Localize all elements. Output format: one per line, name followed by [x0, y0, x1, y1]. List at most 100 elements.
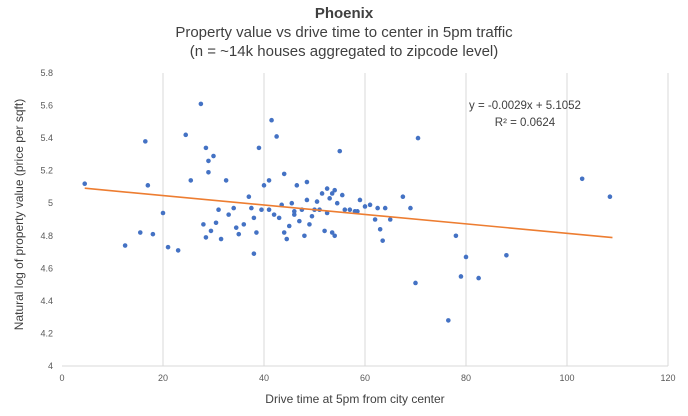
- data-point: [355, 209, 360, 214]
- y-axis-label: Natural log of property value (price per…: [12, 99, 26, 330]
- data-point: [367, 202, 373, 208]
- data-point: [332, 233, 338, 239]
- gridlines: [162, 73, 669, 366]
- data-point: [400, 194, 406, 200]
- data-point: [463, 254, 469, 260]
- data-point: [213, 220, 219, 226]
- data-points: [82, 101, 613, 323]
- data-point: [261, 183, 267, 188]
- chart-subtitle-line-1: Property value vs drive time to center i…: [175, 24, 513, 41]
- data-point: [241, 222, 247, 227]
- data-point: [579, 176, 585, 182]
- data-point: [218, 236, 224, 242]
- data-point: [256, 145, 262, 151]
- x-tick-label: 40: [259, 373, 269, 383]
- data-point: [251, 251, 257, 256]
- data-point: [458, 274, 464, 279]
- data-point: [332, 187, 338, 193]
- x-tick-label: 100: [559, 373, 574, 383]
- data-point: [329, 230, 335, 235]
- data-point: [322, 228, 327, 234]
- x-tick-label: 0: [59, 373, 64, 383]
- y-tick-label: 5: [48, 198, 53, 208]
- y-tick-label: 4.6: [40, 263, 53, 273]
- x-tick-labels: 0 20 40 60 80 100 120: [59, 373, 675, 383]
- data-point: [226, 212, 231, 217]
- data-point: [294, 183, 300, 188]
- data-point: [307, 222, 312, 227]
- data-point: [476, 275, 481, 281]
- x-tick-label: 80: [461, 373, 471, 383]
- data-point: [314, 199, 320, 204]
- data-point: [150, 231, 156, 237]
- data-point: [183, 132, 189, 138]
- data-point: [329, 191, 335, 196]
- data-point: [292, 209, 297, 214]
- data-point: [165, 244, 171, 250]
- data-point: [271, 212, 277, 217]
- data-point: [236, 231, 242, 237]
- data-point: [347, 207, 353, 213]
- data-point: [387, 217, 393, 222]
- data-point: [302, 233, 307, 239]
- x-tick-label: 20: [158, 373, 168, 383]
- data-point: [324, 210, 330, 216]
- data-point: [249, 205, 254, 211]
- data-point: [274, 134, 279, 139]
- data-point: [206, 158, 211, 164]
- data-point: [251, 215, 257, 221]
- data-point: [327, 196, 332, 201]
- y-tick-label: 4.4: [40, 296, 53, 306]
- data-point: [143, 139, 148, 144]
- data-point: [453, 233, 459, 239]
- data-point: [297, 218, 302, 224]
- data-point: [289, 200, 295, 206]
- data-point: [198, 101, 204, 107]
- data-point: [82, 181, 88, 186]
- data-point: [342, 207, 348, 213]
- data-point: [175, 248, 181, 253]
- chart-subtitle-line-2: (n = ~14k houses aggregated to zipcode l…: [189, 43, 499, 60]
- y-tick-labels: 4 4.2 4.4 4.6 4.8 5 5.2 5.4 5.6 5.8: [40, 68, 53, 371]
- data-point: [269, 117, 274, 123]
- data-point: [122, 243, 128, 248]
- trendline-equation: y = -0.0029x + 5.1052: [469, 100, 581, 112]
- data-point: [203, 235, 209, 240]
- data-point: [339, 192, 345, 198]
- data-point: [380, 238, 385, 243]
- data-point: [372, 217, 378, 222]
- data-point: [286, 223, 292, 229]
- data-point: [292, 212, 297, 217]
- y-tick-label: 5.4: [40, 133, 53, 143]
- data-point: [246, 194, 252, 200]
- y-tick-label: 4.2: [40, 328, 53, 338]
- data-point: [382, 205, 388, 211]
- data-point: [413, 280, 418, 286]
- data-point: [446, 318, 451, 323]
- data-point: [408, 205, 413, 211]
- data-point: [233, 225, 239, 230]
- data-point: [334, 200, 340, 206]
- data-point: [137, 230, 143, 235]
- x-axis-label: Drive time at 5pm from city center: [265, 392, 444, 406]
- data-point: [319, 191, 325, 196]
- x-tick-label: 60: [360, 373, 370, 383]
- data-point: [415, 135, 421, 141]
- data-point: [375, 205, 380, 211]
- data-point: [188, 178, 194, 183]
- data-point: [223, 178, 229, 183]
- data-point: [281, 171, 287, 177]
- data-point: [284, 236, 290, 242]
- data-point: [216, 207, 221, 213]
- data-point: [281, 230, 287, 235]
- data-point: [607, 194, 613, 200]
- data-point: [266, 178, 272, 183]
- data-point: [254, 230, 259, 235]
- y-tick-label: 4.8: [40, 231, 53, 241]
- data-point: [309, 213, 315, 219]
- data-point: [145, 183, 151, 188]
- data-point: [259, 207, 264, 213]
- data-point: [362, 204, 368, 209]
- trendline: [84, 187, 613, 239]
